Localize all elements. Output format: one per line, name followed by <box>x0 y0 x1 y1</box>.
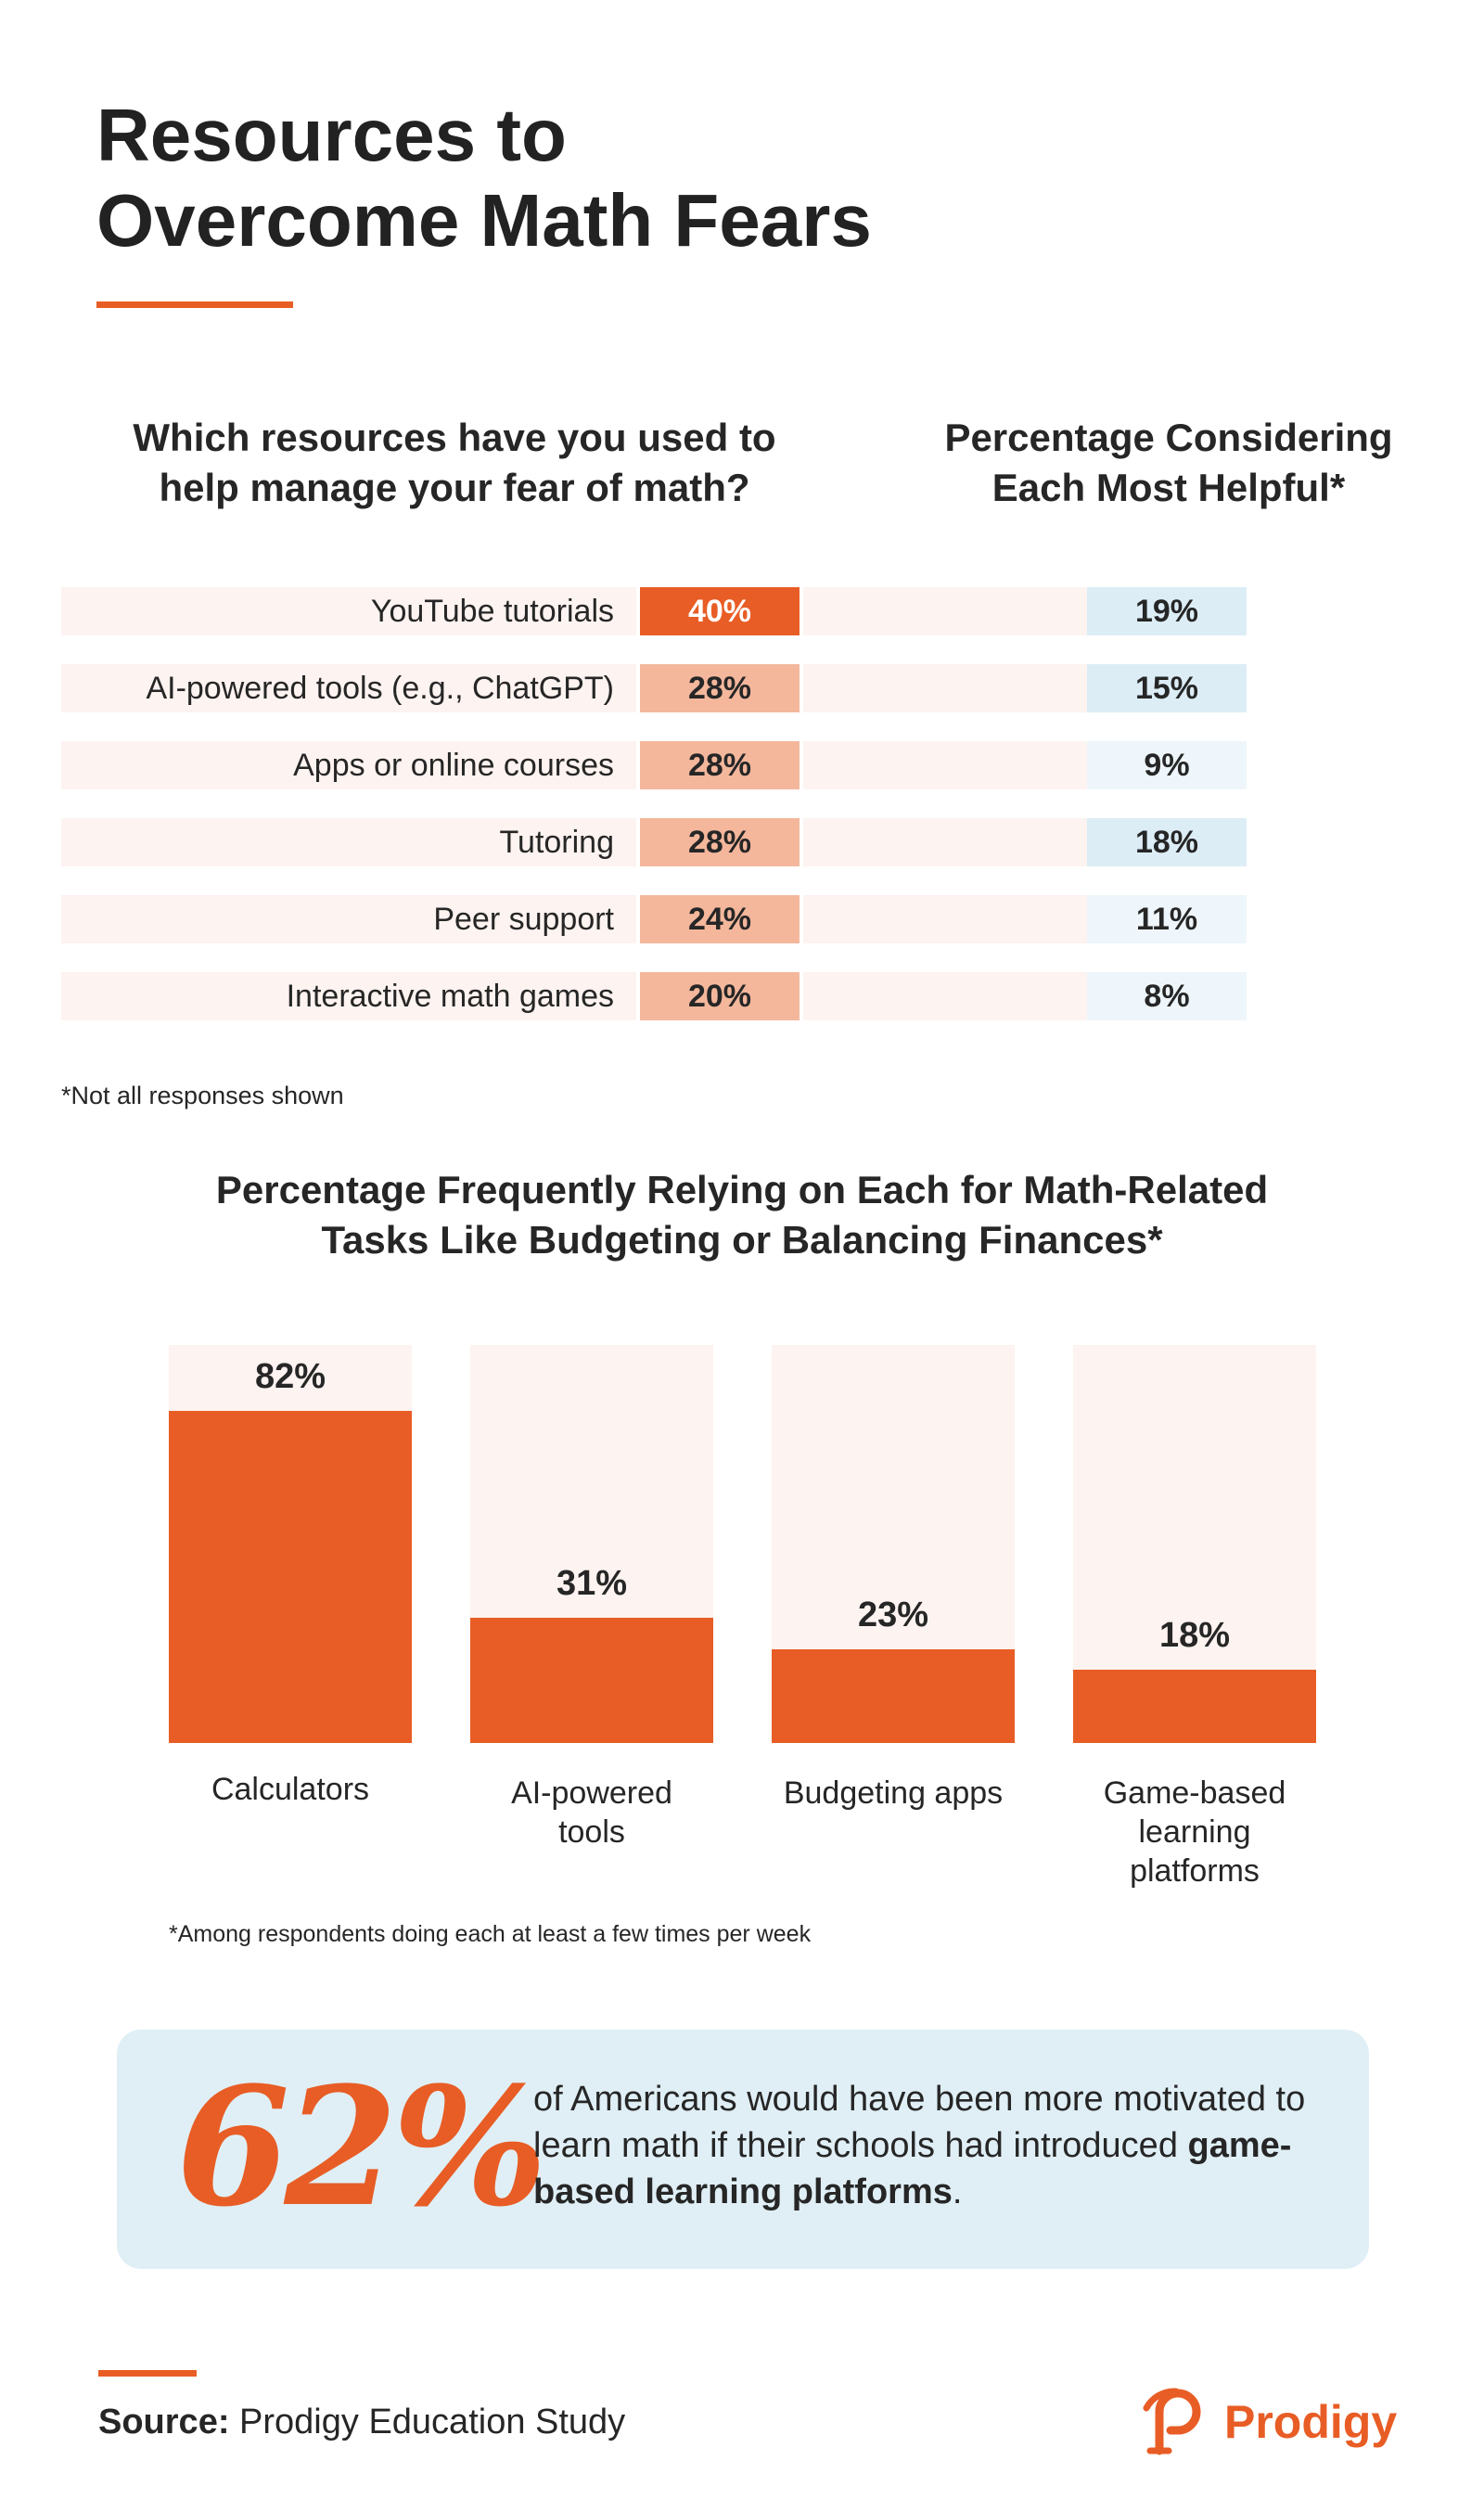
bar <box>470 1618 713 1743</box>
section2-heading-line-2: Tasks Like Budgeting or Balancing Financ… <box>321 1218 1163 1262</box>
right-heading-line-1: Percentage Considering <box>944 416 1393 459</box>
table-row-label: Apps or online courses <box>293 748 614 783</box>
bar-category-line: tools <box>558 1814 625 1850</box>
helpful-value-cell: 8% <box>1087 972 1247 1020</box>
section2-footnote: *Among respondents doing each at least a… <box>169 1921 812 1947</box>
table-row-background <box>61 818 636 866</box>
table-row-label: Tutoring <box>499 825 614 860</box>
bar-category-line: AI-powered <box>511 1775 672 1811</box>
used-value-cell: 28% <box>640 664 800 712</box>
title-line-1: Resources to <box>96 94 567 176</box>
bar-value-label: 82% <box>254 1357 326 1396</box>
table-row-background <box>61 664 636 712</box>
table-row-label: Peer support <box>433 902 614 937</box>
section2-heading: Percentage Frequently Relying on Each fo… <box>93 1165 1391 1265</box>
used-value-cell: 24% <box>640 895 800 943</box>
prodigy-p-icon <box>1143 2388 1201 2455</box>
helpful-value-cell: 18% <box>1087 818 1247 866</box>
helpful-value-cell: 19% <box>1087 587 1247 635</box>
callout-text-after: . <box>952 2172 963 2211</box>
section1-right-heading: Percentage Considering Each Most Helpful… <box>890 413 1447 513</box>
bar-category-label: AI-powered tools <box>442 1774 741 1852</box>
used-value-cell: 40% <box>640 587 800 635</box>
title-underline <box>96 301 293 308</box>
left-heading-line-1: Which resources have you used to <box>133 416 776 459</box>
left-heading-line-2: help manage your fear of math? <box>159 466 750 509</box>
bar <box>169 1411 412 1743</box>
callout-box <box>117 2030 1369 2269</box>
bar-category-label: Budgeting apps <box>744 1774 1043 1813</box>
helpful-value-cell: 9% <box>1087 741 1247 789</box>
bar-value-label: 23% <box>857 1596 929 1634</box>
source-text: Prodigy Education Study <box>229 2403 626 2441</box>
title-line-2: Overcome Math Fears <box>96 179 872 262</box>
page-title: Resources to Overcome Math Fears <box>96 93 1117 263</box>
section2-heading-line-1: Percentage Frequently Relying on Each fo… <box>215 1168 1269 1211</box>
bar <box>772 1649 1015 1743</box>
used-value-cell: 28% <box>640 741 800 789</box>
helpful-value-cell: 11% <box>1087 895 1247 943</box>
bar-category-line: learning <box>1138 1814 1251 1850</box>
section1-left-heading: Which resources have you used to help ma… <box>56 413 853 513</box>
helpful-row-background <box>803 895 1087 943</box>
helpful-row-background <box>803 972 1087 1020</box>
prodigy-logo: Prodigy <box>1139 2386 1417 2460</box>
used-value-cell: 28% <box>640 818 800 866</box>
table-row-background <box>61 741 636 789</box>
table-row-label: Interactive math games <box>286 979 614 1014</box>
used-value-cell: 20% <box>640 972 800 1020</box>
helpful-row-background <box>803 587 1087 635</box>
bar-category-label: Game-based learning platforms <box>1045 1774 1344 1890</box>
callout-text-bold: game-based learning platforms <box>533 2126 1292 2211</box>
bar-category-line: platforms <box>1130 1853 1260 1889</box>
callout-text: of Americans would have been more motiva… <box>533 2076 1350 2215</box>
section1-footnote: *Not all responses shown <box>61 1082 344 1109</box>
helpful-row-background <box>803 741 1087 789</box>
table-row-background <box>61 895 636 943</box>
helpful-row-background <box>803 664 1087 712</box>
bar-value-label: 31% <box>556 1564 628 1603</box>
logo-text: Prodigy <box>1224 2396 1398 2448</box>
bar-value-label: 18% <box>1158 1616 1231 1655</box>
helpful-value-cell: 15% <box>1087 664 1247 712</box>
table-row-background <box>61 587 636 635</box>
bar-category-label: Calculators <box>141 1770 440 1809</box>
source-note: Source: Prodigy Education Study <box>98 2403 625 2442</box>
helpful-row-background <box>803 818 1087 866</box>
table-row-label: AI-powered tools (e.g., ChatGPT) <box>146 671 614 706</box>
bar-category-line: Calculators <box>211 1772 370 1807</box>
table-row-label: YouTube tutorials <box>370 594 614 629</box>
bar-category-line: Game-based <box>1103 1775 1286 1811</box>
source-label: Source: <box>98 2403 230 2441</box>
source-underline <box>98 2370 197 2377</box>
table-row-background <box>61 972 636 1020</box>
callout-stat: 62% <box>176 2051 547 2243</box>
right-heading-line-2: Each Most Helpful* <box>991 466 1346 509</box>
bar <box>1073 1670 1316 1743</box>
callout-text-before: of Americans would have been more motiva… <box>533 2080 1306 2165</box>
bar-category-line: Budgeting apps <box>783 1775 1004 1811</box>
